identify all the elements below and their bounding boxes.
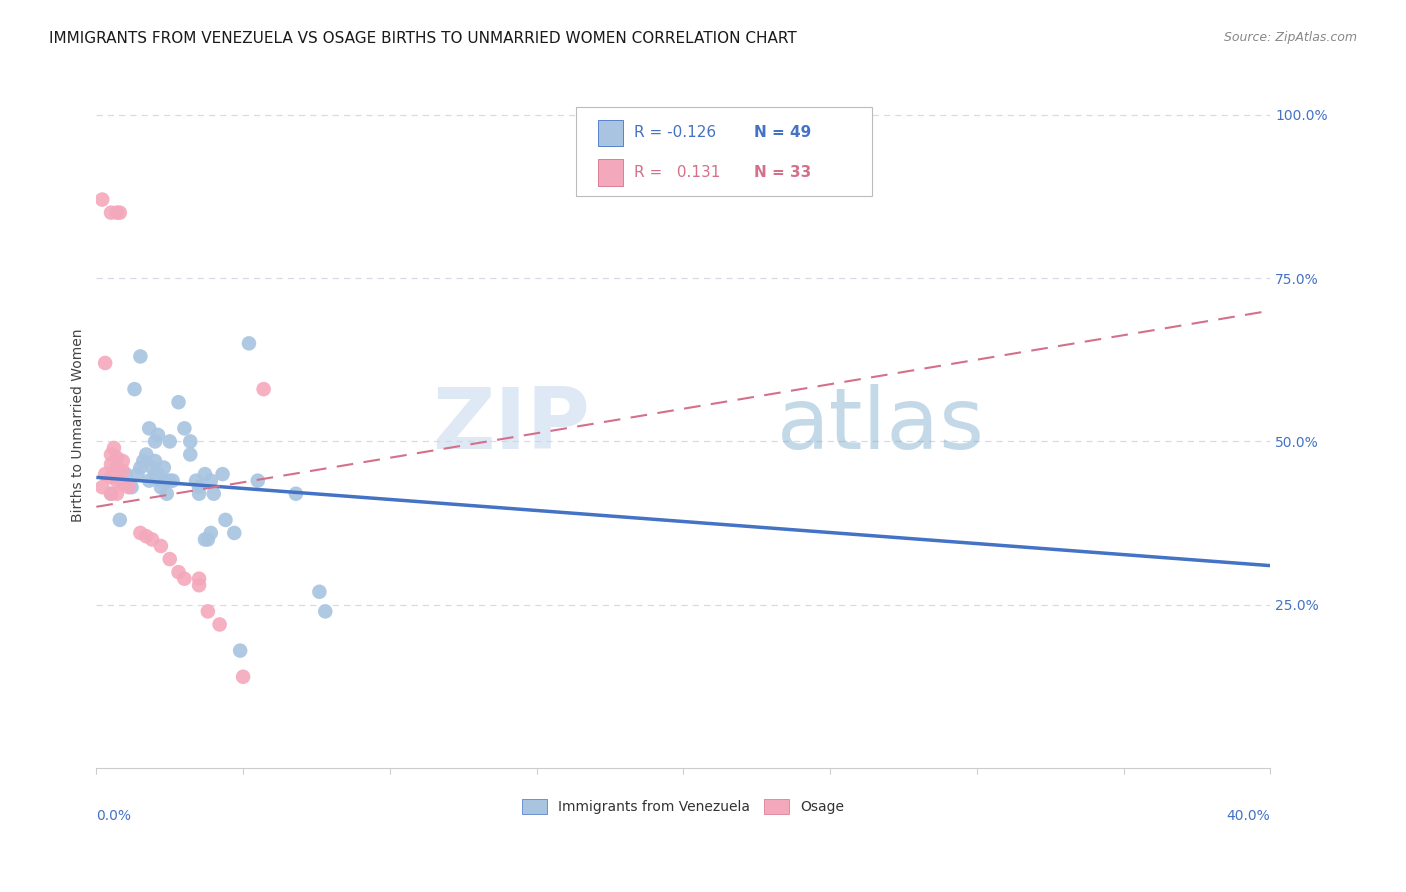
Point xyxy=(159,474,181,488)
Point xyxy=(194,533,217,547)
Point xyxy=(159,552,181,566)
Point xyxy=(229,643,252,657)
Point xyxy=(100,448,122,462)
Text: R = -0.126: R = -0.126 xyxy=(634,126,716,140)
Point xyxy=(149,474,172,488)
Point xyxy=(100,470,122,484)
Point xyxy=(129,525,152,540)
Point xyxy=(141,460,163,475)
Point xyxy=(108,205,131,219)
Point xyxy=(91,193,114,207)
Point xyxy=(197,533,219,547)
Point xyxy=(173,572,195,586)
Point xyxy=(167,565,190,579)
Point xyxy=(105,474,128,488)
Point xyxy=(111,454,134,468)
Point xyxy=(208,617,231,632)
Point xyxy=(124,382,146,396)
Point xyxy=(232,670,254,684)
Point xyxy=(94,467,117,482)
Point xyxy=(100,486,122,500)
Point xyxy=(253,382,276,396)
Point xyxy=(202,486,225,500)
Point xyxy=(108,513,131,527)
Point xyxy=(179,448,201,462)
Point xyxy=(149,480,172,494)
Point xyxy=(179,434,201,449)
Text: N = 49: N = 49 xyxy=(754,126,811,140)
Point xyxy=(167,395,190,409)
Point xyxy=(188,578,211,592)
Text: 40.0%: 40.0% xyxy=(1226,809,1270,823)
Point xyxy=(308,584,330,599)
Point xyxy=(146,467,169,482)
Point xyxy=(135,529,157,543)
Point xyxy=(143,454,166,468)
Point xyxy=(103,441,125,455)
Point xyxy=(211,467,233,482)
Text: IMMIGRANTS FROM VENEZUELA VS OSAGE BIRTHS TO UNMARRIED WOMEN CORRELATION CHART: IMMIGRANTS FROM VENEZUELA VS OSAGE BIRTH… xyxy=(49,31,797,46)
Point xyxy=(188,572,211,586)
Point xyxy=(114,467,136,482)
Point xyxy=(143,467,166,482)
Text: ZIP: ZIP xyxy=(432,384,589,467)
Point xyxy=(105,460,128,475)
Point xyxy=(197,604,219,618)
Point xyxy=(149,539,172,553)
Text: R =   0.131: R = 0.131 xyxy=(634,165,720,179)
Point xyxy=(214,513,236,527)
Point xyxy=(162,474,184,488)
Point xyxy=(129,460,152,475)
Point xyxy=(127,467,149,482)
Point xyxy=(91,480,114,494)
Point xyxy=(159,434,181,449)
Legend: Immigrants from Venezuela, Osage: Immigrants from Venezuela, Osage xyxy=(516,794,849,820)
Point xyxy=(100,486,122,500)
Text: atlas: atlas xyxy=(778,384,986,467)
Point xyxy=(146,428,169,442)
Point xyxy=(188,480,211,494)
Point xyxy=(188,486,211,500)
Point xyxy=(173,421,195,435)
Point xyxy=(143,434,166,449)
Point xyxy=(117,480,139,494)
Point xyxy=(135,448,157,462)
Point xyxy=(111,477,134,491)
Point xyxy=(246,474,269,488)
Point xyxy=(105,486,128,500)
Point xyxy=(224,525,246,540)
Point xyxy=(138,421,160,435)
Point xyxy=(132,454,155,468)
Point xyxy=(153,460,176,475)
Point xyxy=(194,467,217,482)
Point xyxy=(94,356,117,370)
Point xyxy=(184,474,207,488)
Point xyxy=(100,205,122,219)
Point xyxy=(105,450,128,465)
Point xyxy=(156,474,179,488)
Point xyxy=(100,458,122,472)
Point xyxy=(314,604,336,618)
Point xyxy=(200,525,222,540)
Point xyxy=(141,533,163,547)
Point xyxy=(153,474,176,488)
Text: N = 33: N = 33 xyxy=(754,165,811,179)
Point xyxy=(121,480,143,494)
Y-axis label: Births to Unmarried Women: Births to Unmarried Women xyxy=(72,328,86,522)
Point xyxy=(238,336,260,351)
Text: Source: ZipAtlas.com: Source: ZipAtlas.com xyxy=(1223,31,1357,45)
Point xyxy=(138,474,160,488)
Point xyxy=(129,350,152,364)
Point xyxy=(105,205,128,219)
Point xyxy=(156,486,179,500)
Point xyxy=(200,474,222,488)
Point xyxy=(284,486,307,500)
Point xyxy=(111,464,134,478)
Text: 0.0%: 0.0% xyxy=(97,809,131,823)
